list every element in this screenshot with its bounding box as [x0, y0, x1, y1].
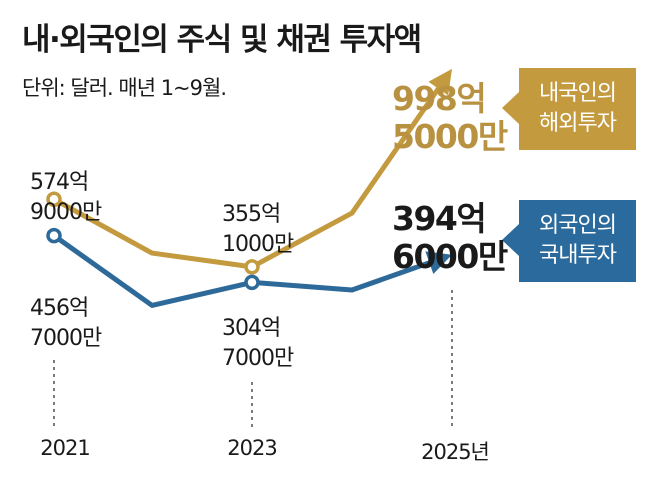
series-foreign-point-2021 [46, 227, 62, 244]
label-foreign-2025: 394억 6000만 [392, 199, 508, 276]
callout-domestic: 내국인의 해외투자 [519, 68, 636, 150]
label-domestic-2021: 574억 9000만 [30, 170, 102, 225]
callout-domestic-pointer [502, 92, 519, 124]
callout-foreign-pointer [502, 224, 519, 256]
series-domestic-arrowhead [428, 68, 452, 96]
series-domestic-point-2023 [244, 259, 260, 275]
x-tick-2021: 2021 [40, 436, 90, 460]
label-foreign-2023: 304억 7000만 [222, 316, 294, 371]
chart-subtitle: 단위: 달러. 매년 1~9월. [22, 76, 227, 100]
series-domestic-point-2021 [46, 191, 62, 208]
series-foreign-arrowhead [425, 251, 452, 275]
chart-title: 내·외국인의 주식 및 채권 투자액 [22, 22, 422, 58]
x-tick-2023: 2023 [227, 436, 277, 460]
label-domestic-2025: 998억 5000만 [392, 79, 508, 156]
series-foreign-point-2023 [244, 274, 260, 291]
x-tick-2025: 2025년 [421, 440, 490, 464]
label-domestic-2023: 355억 1000만 [222, 202, 294, 257]
callout-foreign: 외국인의 국내투자 [519, 200, 636, 282]
label-foreign-2021: 456억 7000만 [30, 296, 102, 351]
